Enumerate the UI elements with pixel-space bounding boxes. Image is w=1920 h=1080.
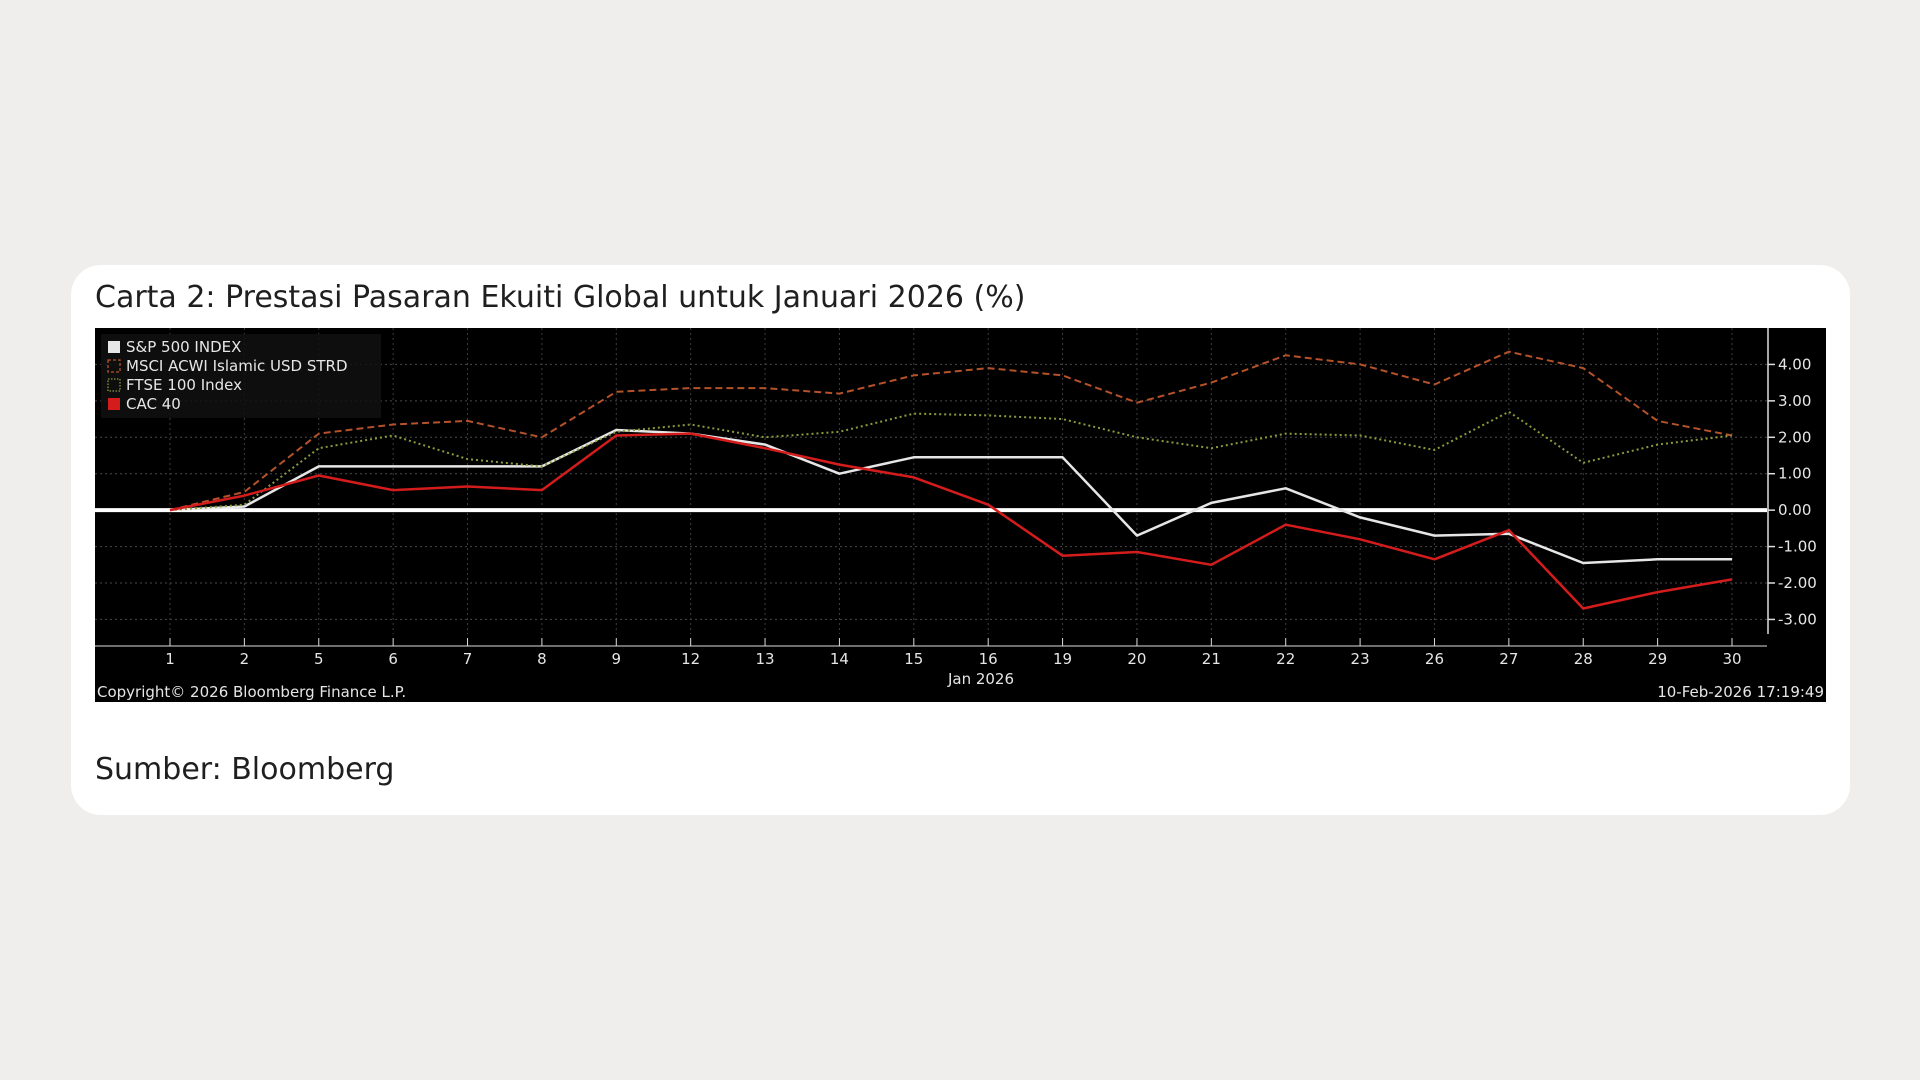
legend-label-3: CAC 40 [126, 395, 181, 413]
x-tick-label: 21 [1202, 650, 1221, 668]
y-tick-label: -3.00 [1778, 610, 1817, 628]
x-tick-label: 20 [1127, 650, 1146, 668]
x-tick-label: 1 [165, 650, 175, 668]
y-tick-label: 0.00 [1778, 501, 1811, 519]
x-tick-label: 22 [1276, 650, 1295, 668]
series-line-0 [169, 428, 1732, 565]
legend-swatch-0 [108, 341, 120, 353]
x-tick-label: 16 [979, 650, 998, 668]
legend-swatch-2 [107, 378, 121, 392]
legend-swatch-3 [108, 398, 120, 410]
x-tick-label: 27 [1499, 650, 1518, 668]
legend-label-1: MSCI ACWI Islamic USD STRD [126, 357, 348, 375]
y-tick-label: 4.00 [1778, 355, 1811, 373]
legend-box [101, 334, 381, 418]
series-line-3 [169, 432, 1733, 610]
copyright-text: Copyright© 2026 Bloomberg Finance L.P. [97, 683, 406, 701]
x-tick-label: 29 [1648, 650, 1667, 668]
x-tick-label: 28 [1574, 650, 1593, 668]
x-tick-label: 9 [612, 650, 622, 668]
y-tick-label: -2.00 [1778, 574, 1817, 592]
x-tick-label: 26 [1425, 650, 1444, 668]
legend-label-2: FTSE 100 Index [126, 376, 242, 394]
x-tick-label: 19 [1053, 650, 1072, 668]
x-tick-label: 5 [314, 650, 324, 668]
legend-swatch-1 [107, 359, 121, 373]
x-tick-label: 14 [830, 650, 849, 668]
y-tick-label: 1.00 [1778, 465, 1811, 483]
chart-caption: Carta 2: Prestasi Pasaran Ekuiti Global … [95, 280, 1026, 315]
y-tick-label: -1.00 [1778, 538, 1817, 556]
x-tick-label: 15 [904, 650, 923, 668]
chart-background [95, 328, 1826, 702]
timestamp-text: 10-Feb-2026 17:19:49 [1657, 683, 1824, 701]
x-axis-title: Jan 2026 [947, 670, 1014, 688]
y-tick-label: 3.00 [1778, 392, 1811, 410]
source-note: Sumber: Bloomberg [95, 752, 395, 787]
y-tick-label: 2.00 [1778, 428, 1811, 446]
x-tick-label: 23 [1351, 650, 1370, 668]
equity-performance-chart: 4.003.002.001.000.00-1.00-2.00-3.001 2 5 6 7… [95, 328, 1826, 702]
x-tick-label: 12 [681, 650, 700, 668]
x-tick-label: 6 [388, 650, 398, 668]
series-line-2 [169, 410, 1733, 512]
x-tick-label: 8 [537, 650, 547, 668]
x-tick-label: 30 [1722, 650, 1741, 668]
x-tick-label: 2 [240, 650, 250, 668]
x-tick-label: 7 [463, 650, 473, 668]
legend-label-0: S&P 500 INDEX [126, 338, 241, 356]
x-tick-label: 13 [756, 650, 775, 668]
